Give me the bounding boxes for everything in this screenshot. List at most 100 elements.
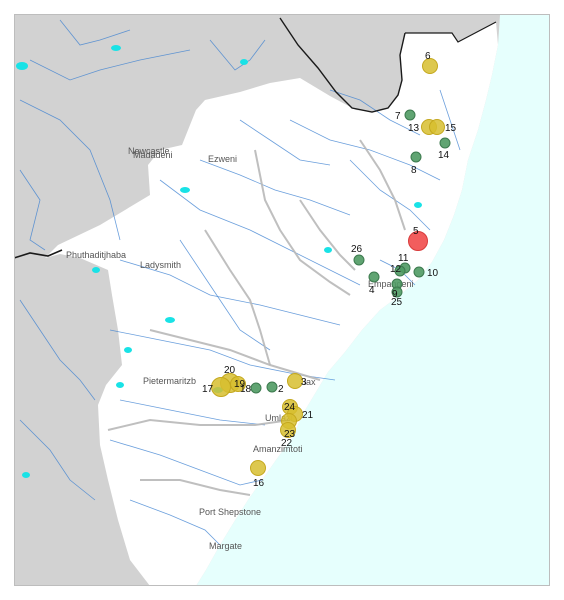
lake-4 [180,187,190,193]
site-marker-2[interactable] [266,381,278,393]
place-label-ladysmith: Ladysmith [140,260,181,270]
boundaries [15,17,497,496]
map-frame[interactable]: niging NewcastleMadadeniEzweniPhuthaditj… [14,14,550,586]
place-label-phuthaditjhaba: Phuthaditjhaba [66,250,126,260]
site-marker-7[interactable] [404,109,416,121]
province-area [45,22,498,585]
site-marker-18[interactable] [250,382,262,394]
site-label-4: 4 [369,285,375,296]
site-label-23: 23 [284,429,296,440]
river-8 [119,399,266,426]
lake-11 [414,202,422,208]
site-marker-3[interactable] [287,373,303,389]
site-label-12: 12 [390,264,402,275]
site-marker-26[interactable] [353,254,365,266]
site-label-18: 18 [240,384,252,395]
ocean [196,15,549,585]
site-marker-5[interactable] [408,231,428,251]
place-label-verulam: lax [304,377,316,387]
river-4 [199,159,351,216]
national-border-north [279,17,406,113]
site-marker-25[interactable] [391,286,403,298]
site-marker-19[interactable] [230,376,246,392]
river-19 [59,19,131,46]
lake-6 [165,317,175,323]
site-marker-14[interactable] [439,137,451,149]
site-marker-10[interactable] [413,266,425,278]
site-label-7: 7 [395,111,401,122]
site-label-21: 21 [302,410,314,421]
river-14 [19,169,46,251]
site-label-3: 3 [301,377,307,388]
place-label-madadeni: Madadeni [133,150,173,160]
river-9 [109,439,263,486]
site-label-15: 15 [445,123,457,134]
river-5 [159,179,361,286]
river-15 [19,299,96,401]
site-label-24: 24 [284,402,296,413]
district-boundary-6 [359,139,406,231]
river-17 [129,499,221,546]
lake-5 [92,267,100,273]
site-label-10: 10 [427,268,439,279]
district-boundary-7 [299,199,356,271]
site-label-13: 13 [408,123,420,134]
national-border-west [15,249,63,259]
site-marker-6[interactable] [422,58,438,74]
lake-12 [22,472,30,478]
place-label-amanzimtoti: Amanzimtoti [253,444,303,454]
river-2 [29,49,191,81]
river-20 [329,89,421,136]
site-marker-4[interactable] [368,271,380,283]
site-label-16: 16 [253,478,265,489]
river-10 [289,119,441,181]
lake-10 [324,247,332,253]
lake-2 [111,45,121,51]
site-label-26: 26 [351,244,363,255]
river-network [19,19,461,546]
site-marker-15[interactable] [429,119,445,135]
place-label-newcastle: Newcastle [128,146,170,156]
site-marker-17[interactable] [211,377,231,397]
site-label-19: 19 [234,379,246,390]
place-label-umlazi: Umlazi [265,413,293,423]
site-label-22: 22 [281,438,293,449]
river-12 [239,119,331,166]
site-marker-16[interactable] [250,460,266,476]
river-1 [19,99,121,241]
site-label-25: 25 [391,297,403,308]
district-boundary-3 [149,329,321,381]
place-label-ezweni: Ezweni [208,154,237,164]
river-16 [19,419,96,501]
place-label-pietermaritzburg: Pietermaritzb [143,376,196,386]
river-18 [179,239,271,351]
site-marker-22[interactable] [280,422,296,438]
place-label-empangeni: Empangeni [368,279,414,289]
lake-3 [240,59,248,65]
site-label-14: 14 [438,150,450,161]
site-label-9: 9 [392,289,398,300]
place-label-margate: Margate [209,541,242,551]
district-boundary-4 [107,418,291,431]
site-marker-8[interactable] [410,151,422,163]
lake-1 [16,62,28,70]
place-label-port-shepstone: Port Shepstone [199,507,261,517]
district-boundary-5 [140,479,251,496]
site-label-5: 5 [413,226,419,237]
site-label-8: 8 [411,165,417,176]
river-3 [209,39,266,71]
lake-8 [116,382,124,388]
district-boundary-2 [204,229,271,366]
river-13 [439,89,461,151]
site-label-2: 2 [278,384,284,395]
border-northeast [405,21,497,43]
site-label-20: 20 [224,365,236,376]
site-label-6: 6 [425,51,431,62]
river-6 [119,259,341,326]
district-boundary-1 [254,149,351,296]
site-marker-12[interactable] [394,265,406,277]
site-label-17: 17 [202,384,214,395]
